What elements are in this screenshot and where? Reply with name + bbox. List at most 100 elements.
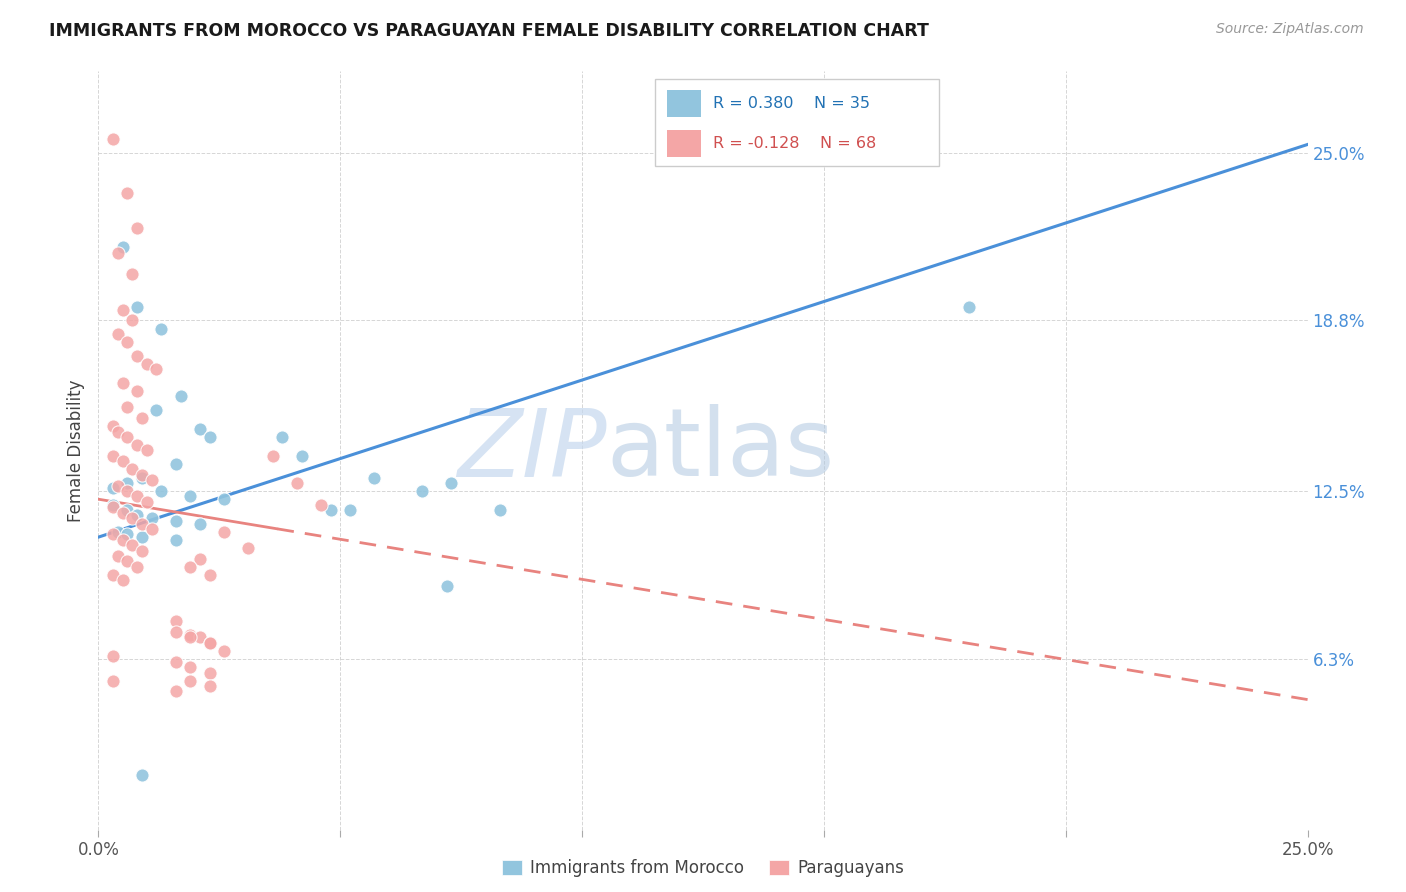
Point (121, 462, 143, 476)
Point (101, 649, 124, 664)
Point (135, 357, 157, 371)
Point (150, 484, 173, 499)
Point (131, 543, 153, 558)
Point (135, 495, 157, 509)
Point (117, 186, 139, 201)
Point (212, 644, 235, 658)
Text: R = -0.128    N = 68: R = -0.128 N = 68 (713, 136, 876, 151)
Point (107, 425, 129, 439)
Point (131, 768, 153, 782)
Point (135, 443, 157, 458)
Point (198, 679, 221, 693)
Point (198, 568, 221, 582)
Point (198, 636, 221, 650)
Point (198, 430, 221, 444)
Point (101, 449, 124, 463)
Point (101, 482, 124, 496)
Point (101, 498, 124, 512)
Point (101, 527, 124, 541)
Point (188, 422, 211, 436)
Point (117, 503, 139, 517)
Point (107, 478, 129, 492)
Point (101, 419, 124, 434)
Point (127, 438, 149, 452)
Point (111, 376, 134, 390)
Point (212, 492, 235, 507)
Point (131, 467, 153, 482)
Point (957, 300, 980, 314)
Point (436, 579, 458, 593)
Point (127, 300, 149, 314)
Point (179, 673, 201, 688)
Text: IMMIGRANTS FROM MOROCCO VS PARAGUAYAN FEMALE DISABILITY CORRELATION CHART: IMMIGRANTS FROM MOROCCO VS PARAGUAYAN FE… (49, 22, 929, 40)
Point (111, 506, 134, 520)
Point (188, 551, 211, 566)
Text: Source: ZipAtlas.com: Source: ZipAtlas.com (1216, 22, 1364, 37)
Point (339, 503, 361, 517)
Point (111, 240, 134, 254)
Point (290, 449, 312, 463)
Point (179, 630, 201, 644)
Y-axis label: Female Disability: Female Disability (67, 379, 86, 522)
Point (141, 522, 163, 536)
Point (101, 568, 124, 582)
Point (179, 660, 201, 674)
Point (121, 511, 143, 525)
Point (145, 362, 167, 376)
Point (101, 132, 124, 146)
FancyBboxPatch shape (666, 129, 700, 157)
Text: R = 0.380    N = 35: R = 0.380 N = 35 (713, 95, 870, 111)
Point (111, 454, 134, 468)
Point (165, 684, 187, 698)
Point (141, 473, 163, 487)
Point (165, 614, 187, 628)
Text: atlas: atlas (606, 404, 835, 497)
Point (198, 636, 221, 650)
Point (145, 402, 167, 417)
Point (101, 673, 124, 688)
Point (117, 335, 139, 350)
FancyBboxPatch shape (655, 79, 939, 166)
Point (117, 554, 139, 568)
Point (127, 349, 149, 363)
Point (212, 524, 235, 539)
Point (188, 630, 211, 644)
Point (121, 268, 143, 282)
Point (179, 627, 201, 641)
Legend: Immigrants from Morocco, Paraguayans: Immigrants from Morocco, Paraguayans (495, 853, 911, 884)
Point (117, 475, 139, 490)
Point (117, 484, 139, 499)
Point (107, 326, 129, 341)
Point (150, 321, 173, 335)
Point (165, 457, 187, 471)
Point (131, 530, 153, 544)
Point (271, 430, 294, 444)
Point (165, 655, 187, 669)
Point (319, 503, 342, 517)
Point (309, 498, 332, 512)
Point (117, 430, 139, 444)
Point (121, 313, 143, 327)
Point (238, 541, 260, 555)
Point (165, 624, 187, 639)
Point (440, 475, 463, 490)
Point (179, 560, 201, 574)
Point (131, 470, 153, 484)
Point (131, 411, 153, 425)
Point (127, 384, 149, 398)
Point (111, 302, 134, 317)
Point (121, 538, 143, 552)
Point (165, 533, 187, 547)
Point (107, 245, 129, 260)
Point (127, 560, 149, 574)
Point (169, 389, 191, 403)
Point (198, 665, 221, 680)
Point (489, 503, 512, 517)
Point (285, 475, 308, 490)
Point (117, 400, 139, 414)
Point (179, 490, 201, 504)
Point (107, 549, 129, 563)
Point (262, 449, 284, 463)
Point (127, 508, 149, 523)
Text: ZIP: ZIP (457, 405, 606, 496)
